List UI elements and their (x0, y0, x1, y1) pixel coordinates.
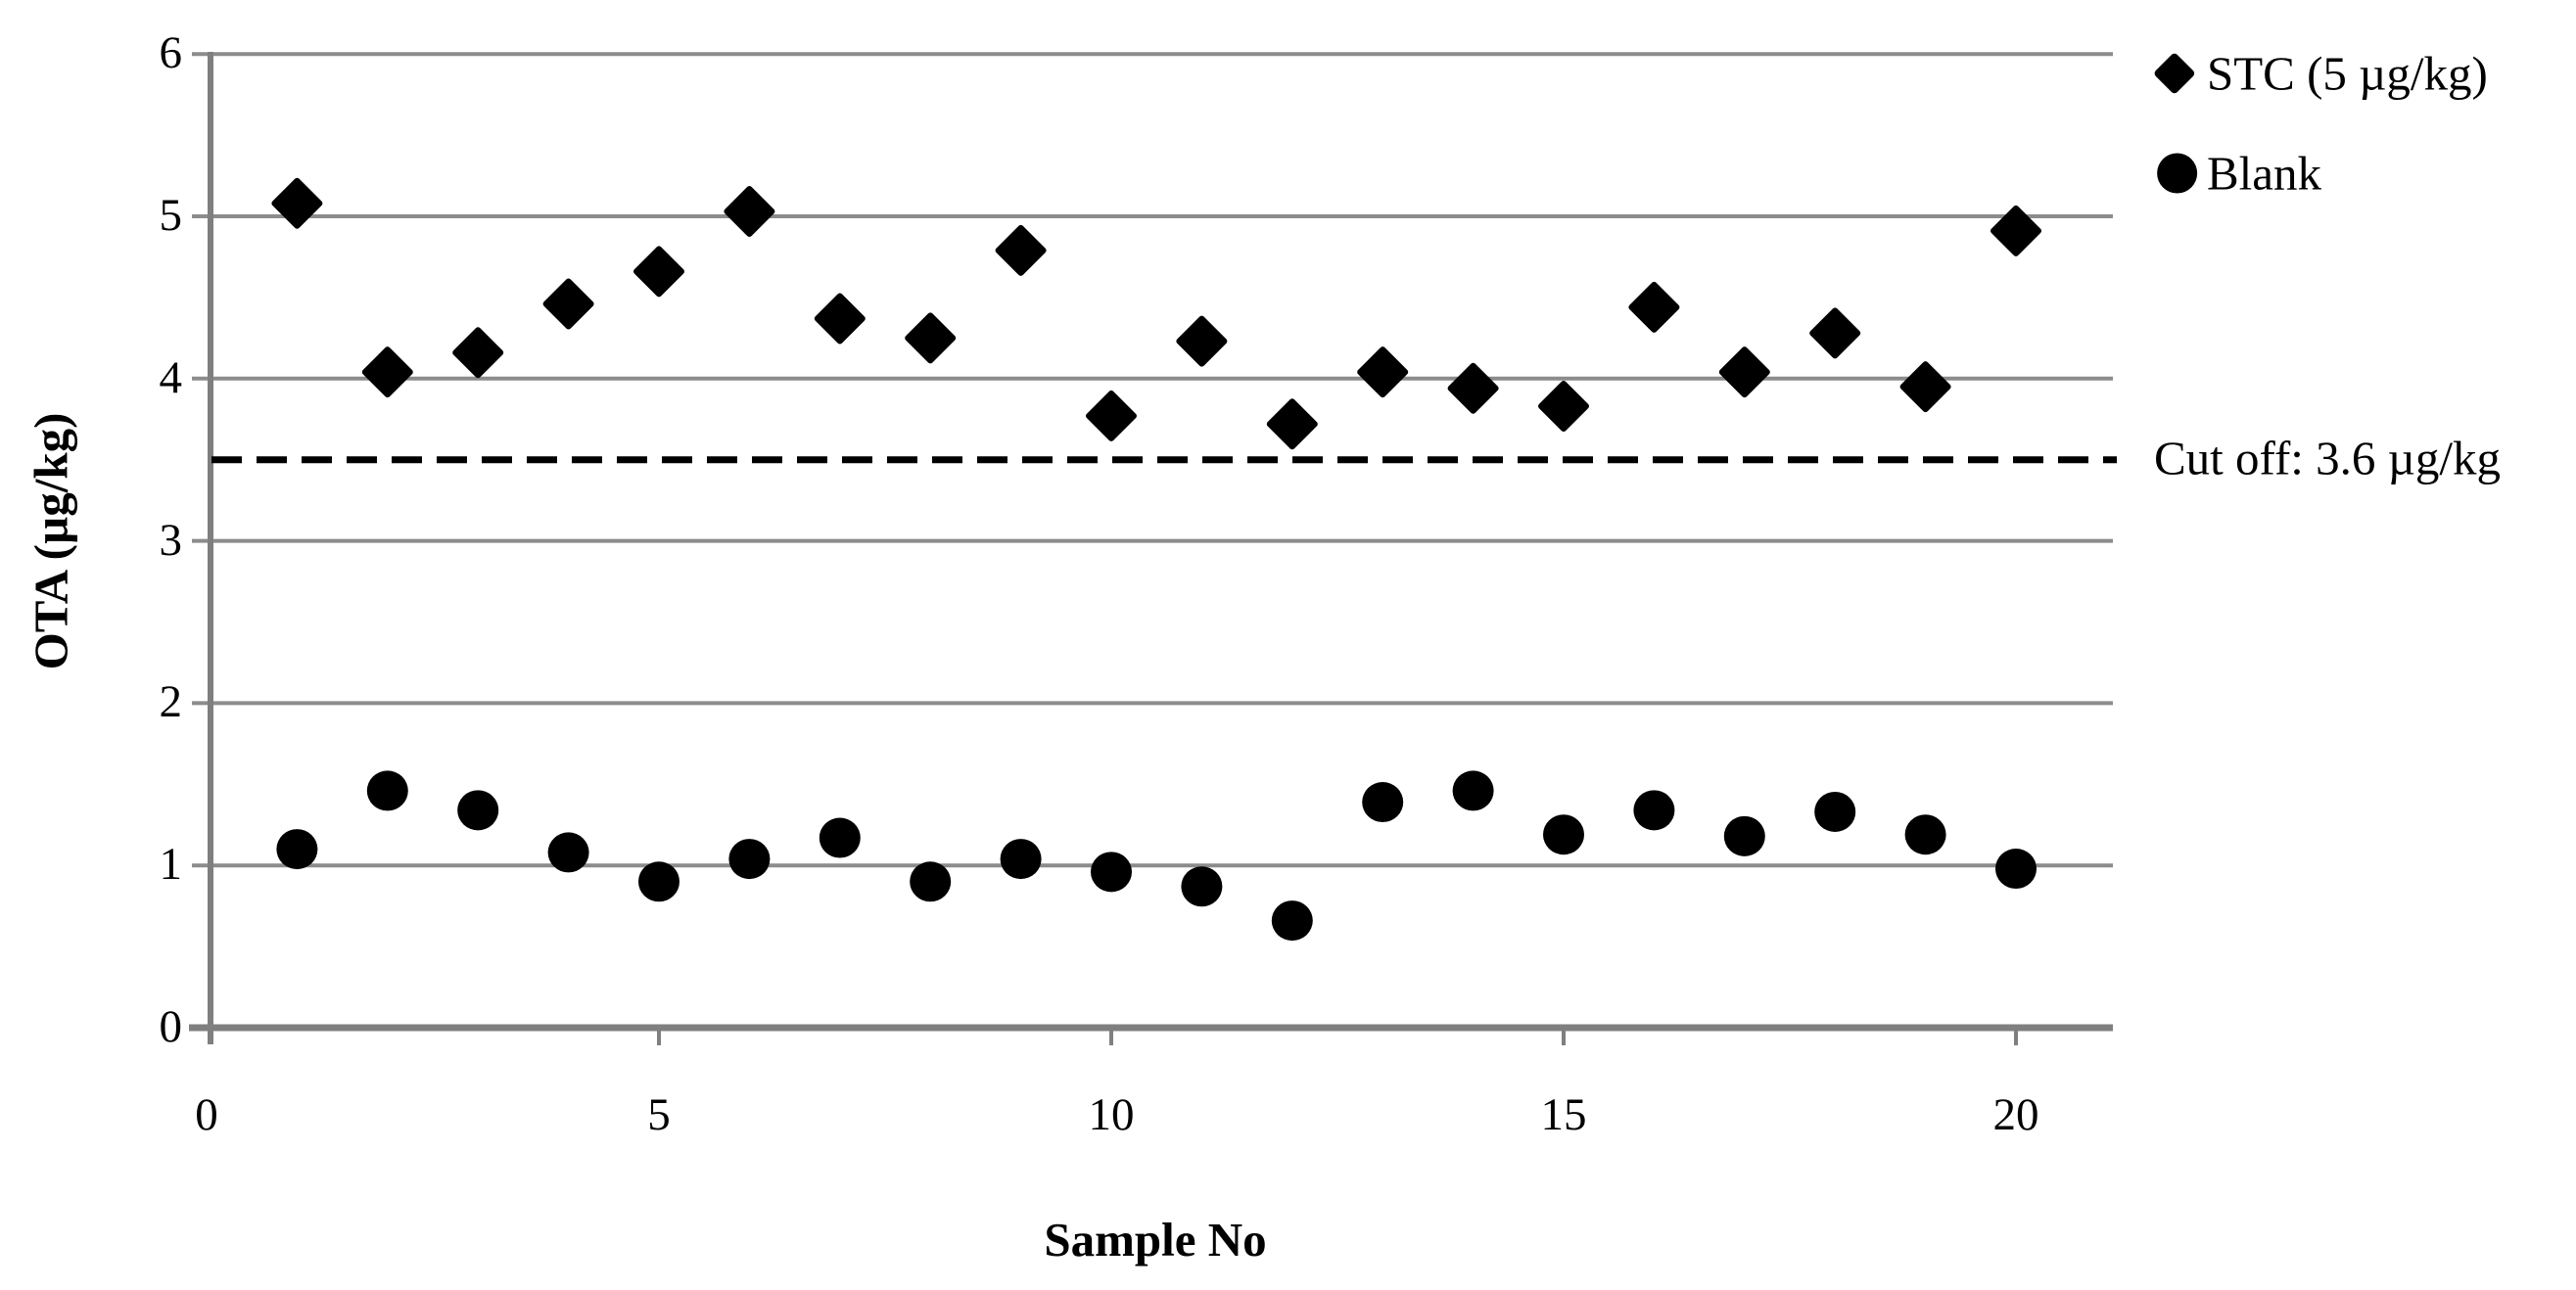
data-point-blank-11 (1181, 866, 1223, 907)
diamond-marker-icon (2152, 52, 2196, 95)
y-tick-label-5: 5 (159, 189, 183, 241)
data-point-blank-3 (457, 790, 499, 831)
y-tick-label-4: 4 (159, 351, 183, 403)
data-point-blank-7 (819, 817, 861, 858)
data-point-blank-16 (1633, 790, 1675, 831)
y-tick-label-2: 2 (159, 676, 183, 728)
data-point-stc-3 (452, 327, 504, 379)
x-tick-label-5: 5 (647, 1089, 671, 1140)
data-point-stc-5 (633, 246, 684, 298)
data-point-blank-13 (1362, 782, 1404, 823)
legend-item-stc: STC (5 µg/kg) (2150, 37, 2571, 110)
data-point-stc-8 (905, 312, 957, 364)
data-point-stc-12 (1266, 398, 1318, 450)
data-point-blank-10 (1091, 852, 1132, 893)
y-tick-label-3: 3 (159, 514, 183, 566)
data-point-stc-1 (271, 177, 323, 229)
data-point-stc-2 (361, 346, 413, 398)
data-point-blank-1 (276, 829, 318, 870)
legend: STC (5 µg/kg) Blank (2150, 37, 2571, 237)
data-point-blank-12 (1271, 900, 1313, 942)
x-axis-title: Sample No (1044, 1213, 1267, 1267)
data-point-stc-9 (995, 224, 1047, 276)
data-point-stc-11 (1176, 315, 1228, 367)
data-point-blank-17 (1723, 815, 1765, 856)
data-point-stc-6 (724, 186, 775, 238)
data-point-stc-4 (542, 278, 594, 330)
data-point-blank-5 (638, 861, 679, 902)
x-tick-label-10: 10 (1088, 1089, 1135, 1140)
y-tick-label-0: 0 (159, 1000, 183, 1052)
data-point-stc-19 (1899, 361, 1951, 413)
data-point-stc-20 (1991, 205, 2041, 256)
y-axis-title: OTA (µg/kg) (23, 412, 78, 670)
data-point-stc-15 (1538, 380, 1589, 432)
legend-item-blank: Blank (2150, 137, 2571, 209)
data-point-stc-18 (1809, 307, 1861, 359)
data-point-blank-2 (366, 770, 408, 811)
data-point-blank-8 (910, 861, 952, 902)
x-tick-label-15: 15 (1540, 1089, 1587, 1140)
data-point-blank-18 (1814, 791, 1856, 832)
data-point-stc-7 (814, 293, 866, 345)
data-point-blank-15 (1543, 814, 1584, 855)
legend-label-blank: Blank (2207, 146, 2322, 201)
data-point-blank-4 (547, 832, 589, 873)
y-tick-label-6: 6 (159, 27, 183, 79)
circle-marker-icon (2157, 153, 2198, 194)
data-point-blank-20 (1995, 849, 2037, 890)
data-point-stc-17 (1718, 346, 1770, 398)
y-tick-label-1: 1 (159, 839, 183, 891)
x-tick-label-20: 20 (1992, 1089, 2039, 1140)
cutoff-annotation: Cut off: 3.6 µg/kg (2154, 431, 2502, 485)
data-point-blank-19 (1904, 814, 1946, 855)
data-point-stc-13 (1357, 346, 1409, 398)
data-point-blank-14 (1452, 770, 1494, 811)
data-point-stc-16 (1628, 281, 1680, 333)
data-point-blank-6 (728, 839, 771, 880)
data-point-blank-9 (1000, 839, 1042, 880)
legend-label-stc: STC (5 µg/kg) (2207, 46, 2488, 101)
data-point-stc-14 (1447, 362, 1499, 414)
data-point-stc-10 (1086, 390, 1137, 441)
x-tick-label-0: 0 (195, 1089, 218, 1140)
